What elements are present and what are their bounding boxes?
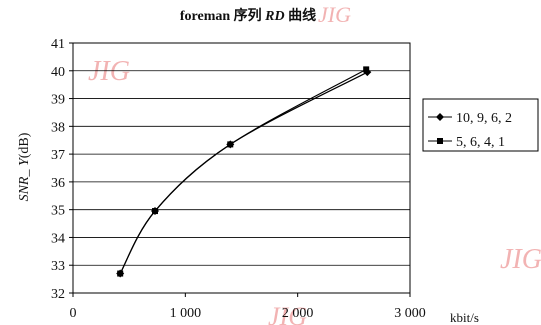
x-tick-labels: 0 1 000 2 000 3 000 (70, 293, 426, 321)
series-2-point (152, 208, 159, 215)
series-2-point (363, 66, 370, 73)
chart-title: foreman 序列 RD 曲线 (180, 7, 316, 24)
y-tick-label: 40 (51, 65, 65, 80)
plot-area-border (72, 42, 411, 294)
y-tick-label: 39 (51, 93, 65, 108)
y-axis-label: SNR_ Y(dB) (17, 132, 32, 201)
series-markers (116, 66, 372, 278)
y-tick-label: 37 (51, 148, 65, 163)
legend-diamond-marker (436, 113, 444, 121)
plot-frame (72, 42, 411, 294)
watermark-left: JIG (88, 56, 130, 87)
grid-lines (69, 42, 410, 294)
series-lines (119, 68, 368, 274)
y-tick-label: 38 (51, 120, 65, 135)
series-2-point (227, 141, 234, 148)
x-axis-label: kbit/s (450, 310, 479, 325)
x-tick-label: 0 (70, 306, 77, 321)
x-tick-label: 2 000 (282, 306, 314, 321)
watermark-top: JIG (318, 2, 351, 27)
x-tick-label: 1 000 (170, 306, 202, 321)
y-tick-label: 41 (51, 37, 65, 52)
y-tick-labels: 32 33 34 35 36 37 38 39 40 41 (51, 37, 65, 302)
watermark-bottom: JIG (268, 302, 307, 325)
y-tick-label: 34 (51, 231, 65, 246)
y-tick-label: 32 (51, 287, 65, 302)
watermark-right: JIG (500, 244, 541, 275)
series-2-point (117, 270, 124, 277)
series-line-1 (119, 71, 368, 274)
y-tick-label: 35 (51, 204, 65, 219)
legend-label-series-2: 5, 6, 4, 1 (456, 135, 505, 150)
y-tick-label: 33 (51, 259, 65, 274)
series-line-2 (119, 68, 367, 274)
legend-label-series-1: 10, 9, 6, 2 (456, 111, 512, 126)
x-tick-label: 3 000 (394, 306, 426, 321)
legend: 10, 9, 6, 2 5, 6, 4, 1 (422, 98, 539, 152)
y-tick-label: 36 (51, 176, 65, 191)
legend-square-marker (437, 138, 443, 144)
